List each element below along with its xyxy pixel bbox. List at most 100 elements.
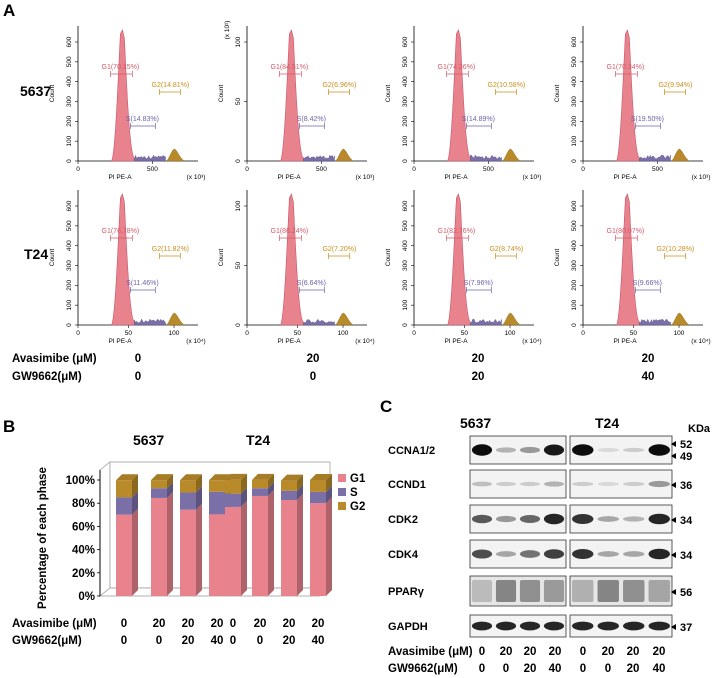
hist-avasimibe-value: 20 <box>307 353 320 365</box>
bar-segment-g2 <box>116 480 132 498</box>
bar-top <box>209 474 231 481</box>
y-axis-label: Percentage of each phase <box>37 467 49 609</box>
blot-band <box>543 513 565 525</box>
blot-band <box>471 514 493 524</box>
histogram-plot: 0 100 200 300 400 500 600 Count 0 500 PI PE-A (x 10… <box>554 26 710 181</box>
y-tick-label: 200 <box>571 280 578 291</box>
blot-band <box>471 481 493 487</box>
bar-segment-g1 <box>225 506 241 596</box>
y-axis-label: Count <box>49 249 56 267</box>
x-tick-label: 100 <box>169 330 180 337</box>
x-axis-label: PI PE-A <box>108 338 132 345</box>
y-axis-label: Count <box>554 85 561 103</box>
g2-label: G2(6.96%) <box>322 82 356 89</box>
g2-peak <box>670 312 691 326</box>
bar-top <box>281 474 303 481</box>
g1-label: G1(80.07%) <box>607 228 645 235</box>
y-tick-label: 100 <box>66 299 73 310</box>
blot-band <box>597 482 619 486</box>
blot-band <box>648 548 670 560</box>
bar-segment-s <box>209 491 225 515</box>
x-tick-label: 50 <box>461 330 469 337</box>
bar-gw-value: 0 <box>257 635 263 647</box>
bar-side-g2 <box>297 474 303 491</box>
x-axis-label: PI PE-A <box>613 338 637 345</box>
bar-side-g2 <box>167 474 173 489</box>
y-tick-label: 100 <box>402 135 409 146</box>
blot-avasimibe-value: 20 <box>500 646 513 658</box>
blot-band <box>495 481 517 487</box>
y-tick-label: 500 <box>571 56 578 67</box>
blot-gw-value: 0 <box>605 663 611 675</box>
blot-gw-value: 40 <box>653 663 666 675</box>
bar-side-s <box>268 482 274 496</box>
bar-segment-g2 <box>180 480 196 493</box>
blot-band <box>648 480 670 488</box>
blot-band <box>648 513 670 525</box>
legend-label-s: S <box>350 487 358 499</box>
x-tick-label: 0 <box>581 330 585 337</box>
s-phase-area <box>639 154 671 162</box>
blot-gw-value: 0 <box>580 663 586 675</box>
y-tick-label: 20% <box>72 568 95 580</box>
marker-label: 37 <box>680 622 692 634</box>
x-tick-label: 0 <box>76 330 80 337</box>
bar-side-s <box>297 484 303 500</box>
g2-peak <box>501 148 522 162</box>
s-label: S(8.42%) <box>297 116 326 123</box>
g2-peak <box>334 312 355 326</box>
bar-segment-s <box>310 491 326 504</box>
blot-gw-value: 20 <box>627 663 640 675</box>
protein-label: CCND1 <box>388 479 426 491</box>
y-tick-label: 80% <box>72 498 95 510</box>
blot-gw-value: 0 <box>479 663 485 675</box>
y-tick-label: 400 <box>66 76 73 87</box>
y-axis-label: Count <box>218 85 225 103</box>
s-label: S(11.46%) <box>126 280 159 287</box>
blot-band <box>623 481 645 487</box>
y-tick-label: 300 <box>402 260 409 271</box>
x-tick-label: 0 <box>581 166 585 173</box>
g1-label: G1(70.34%) <box>607 64 645 71</box>
bar-segment-g2 <box>151 480 167 489</box>
blot-band <box>572 444 594 456</box>
marker-label: 34 <box>680 515 693 527</box>
chart-side-wall <box>99 461 111 597</box>
histogram-plot: 0 100 200 300 400 500 600 Count 0 50 100 PI PE-A (x … <box>554 190 711 345</box>
bar-segment-s <box>180 492 196 510</box>
blot-band <box>623 621 645 631</box>
y-tick-label: 200 <box>402 116 409 127</box>
bar-segment-g2 <box>281 480 297 491</box>
blot-avasimibe-value: 20 <box>524 646 537 658</box>
bar-avasimibe-value: 20 <box>182 618 195 630</box>
bar-side-g2 <box>268 473 274 489</box>
bar-avasimibe-value: 20 <box>312 618 325 630</box>
y-tick-label: 50 <box>235 262 242 270</box>
y-tick-label: 100% <box>66 475 95 487</box>
y-tick-label: 500 <box>66 220 73 231</box>
blot-band <box>471 580 493 602</box>
bar-side-g2 <box>326 473 332 492</box>
blot-gw-value: 0 <box>503 663 509 675</box>
bar-segment-s <box>225 493 241 507</box>
blot-band <box>648 580 670 602</box>
bar-segment-g1 <box>252 495 268 596</box>
y-tick-label: 40% <box>72 545 95 557</box>
blot-band <box>623 516 645 522</box>
hist-gw-value: 20 <box>472 371 485 383</box>
x-unit-label: (x 10⁴) <box>355 338 374 345</box>
bar-side-s <box>196 486 202 510</box>
bar-side-g1 <box>297 493 303 596</box>
y-axis-label: Count <box>218 249 225 267</box>
blot-band <box>543 621 565 631</box>
blot-band <box>519 481 541 487</box>
y-tick-label: 200 <box>571 116 578 127</box>
blot-band <box>519 514 541 524</box>
blot-group-5637: 5637 <box>460 415 491 431</box>
g1-label: G1(74.36%) <box>438 64 476 71</box>
blot-band <box>543 580 565 602</box>
y-tick-label: 0 <box>66 323 73 327</box>
blot-band <box>543 481 565 487</box>
